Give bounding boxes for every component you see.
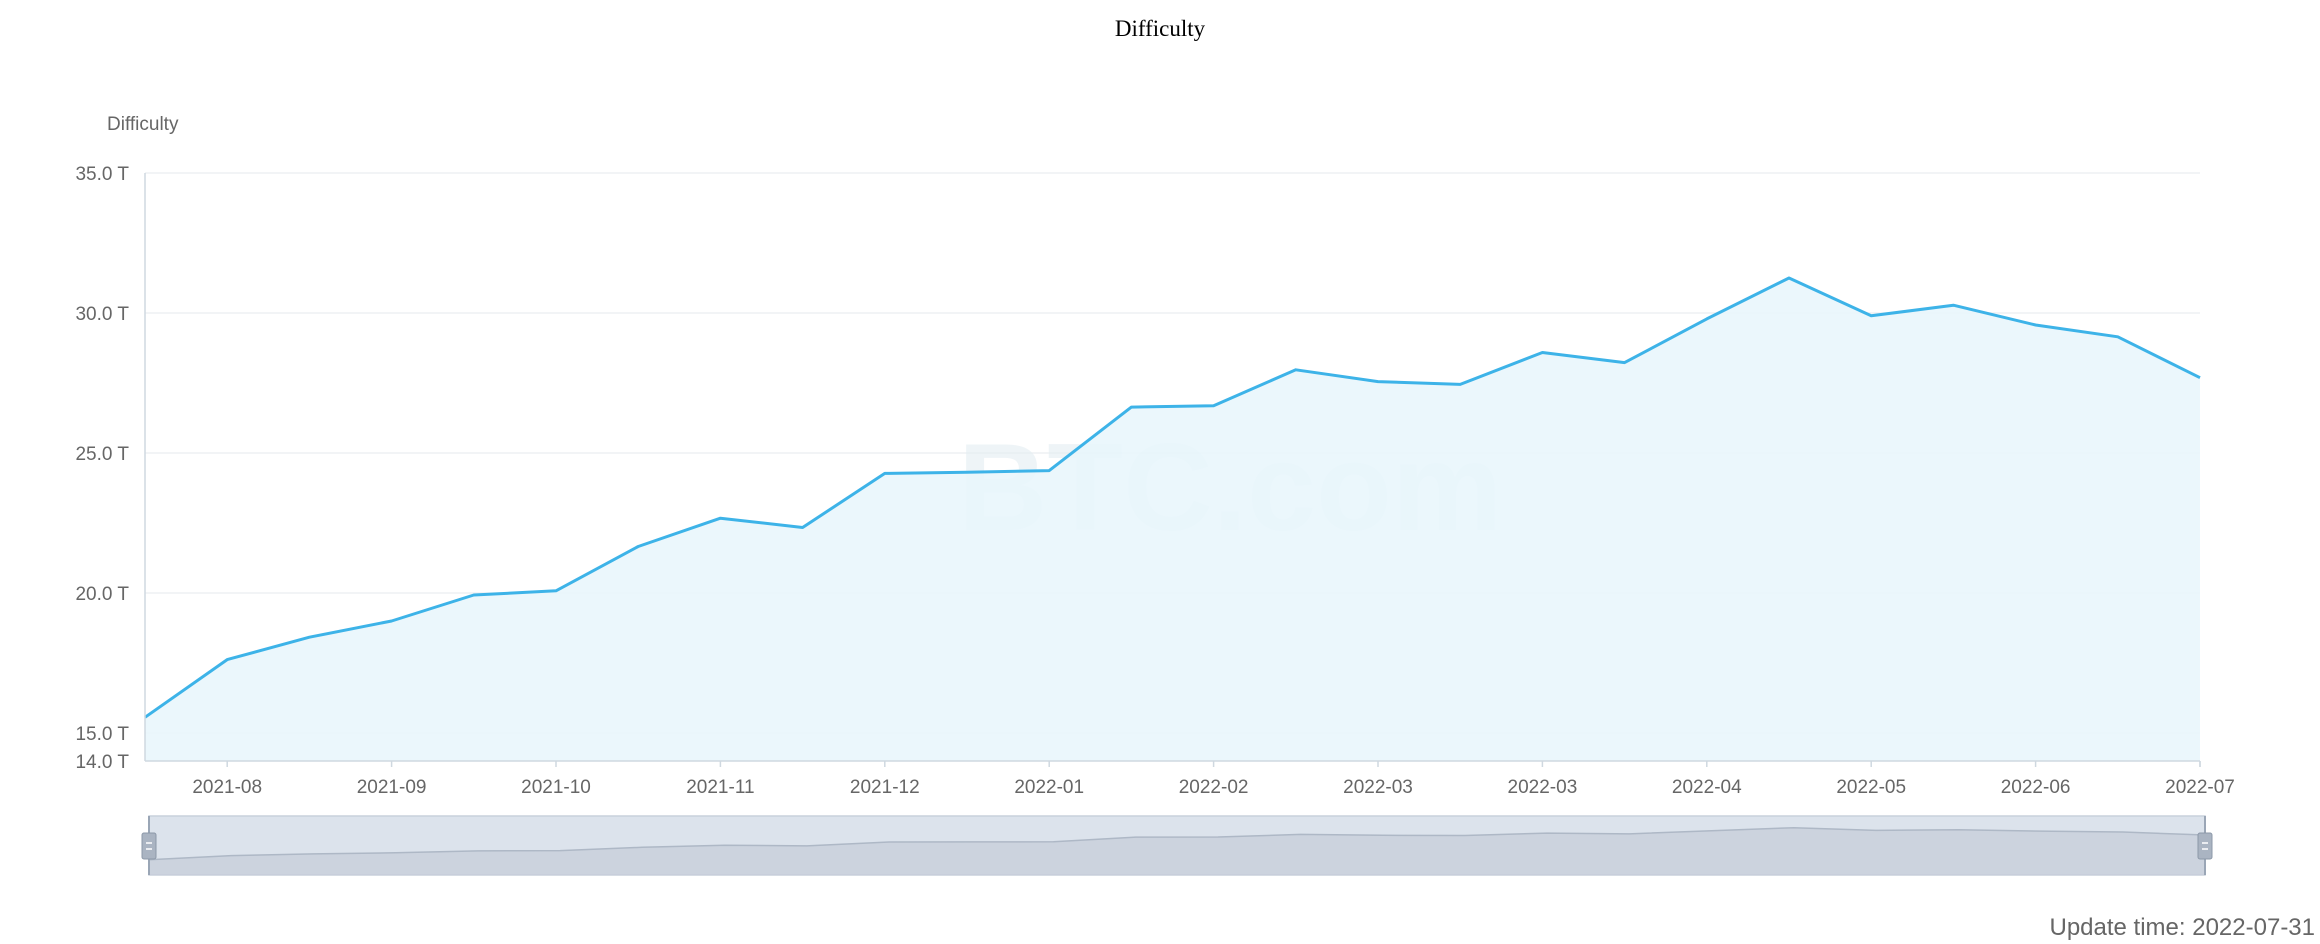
zoom-left-handle[interactable] bbox=[141, 832, 157, 860]
y-tick-label: 14.0 T bbox=[75, 752, 129, 773]
x-tick-labels: 2021-08 2021-09 2021-10 2021-11 2021-12 2022-… bbox=[192, 761, 2235, 798]
data-zoom-slider[interactable] bbox=[141, 815, 2213, 876]
x-tick-label: 2022-04 bbox=[1672, 777, 1742, 798]
x-tick-label: 2021-12 bbox=[850, 777, 920, 798]
zoom-preview-area bbox=[149, 827, 2205, 875]
x-tick-label: 2022-01 bbox=[1014, 777, 1084, 798]
y-tick-label: 35.0 T bbox=[75, 164, 129, 185]
x-tick-label: 2021-09 bbox=[357, 777, 427, 798]
x-tick-label: 2022-06 bbox=[2001, 777, 2071, 798]
zoom-right-handle[interactable] bbox=[2197, 832, 2213, 860]
x-tick-label: 2021-08 bbox=[192, 777, 262, 798]
y-axis-label: Difficulty bbox=[107, 114, 179, 135]
zoom-preview-line bbox=[148, 826, 2206, 861]
x-tick-label: 2022-05 bbox=[1836, 777, 1906, 798]
series-area bbox=[145, 278, 2200, 761]
x-tick-label: 2022-02 bbox=[1179, 777, 1249, 798]
x-tick-label: 2021-10 bbox=[521, 777, 591, 798]
series-line bbox=[144, 276, 2201, 719]
x-tick-label: 2022-07 bbox=[2165, 777, 2235, 798]
y-tick-label: 30.0 T bbox=[75, 304, 129, 325]
y-tick-label: 20.0 T bbox=[75, 584, 129, 605]
x-tick-label: 2022-03 bbox=[1343, 777, 1413, 798]
y-tick-labels: 14.0 T 15.0 T 20.0 T 25.0 T 30.0 T 35.0 T bbox=[75, 164, 129, 773]
y-tick-label: 15.0 T bbox=[75, 724, 129, 745]
update-time: Update time: 2022-07-31 bbox=[2049, 914, 2316, 941]
x-tick-label: 2022-03 bbox=[1508, 777, 1578, 798]
chart-title: Difficulty bbox=[1114, 16, 1206, 41]
x-tick-label: 2021-11 bbox=[686, 777, 754, 798]
y-tick-label: 25.0 T bbox=[75, 444, 129, 465]
